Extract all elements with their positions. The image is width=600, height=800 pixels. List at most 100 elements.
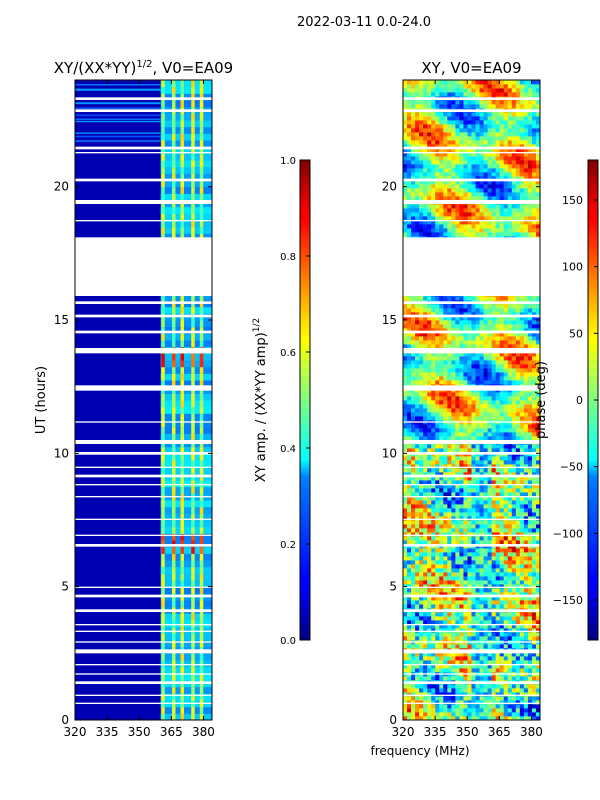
flagged-gap xyxy=(75,152,212,154)
phase-cell xyxy=(447,316,452,321)
phase-cell xyxy=(507,364,513,369)
phase-cell xyxy=(435,424,440,429)
phase-cell xyxy=(451,712,456,717)
amplitude-channel-cell xyxy=(191,446,195,454)
phase-cell xyxy=(483,708,489,713)
amplitude-channel-cell xyxy=(180,560,185,568)
amplitude-band-cell xyxy=(160,340,212,348)
phase-cell xyxy=(455,684,460,689)
phase-cell xyxy=(451,216,456,221)
phase-cell xyxy=(503,552,509,557)
phase-cell xyxy=(479,708,484,713)
phase-cell xyxy=(443,664,448,669)
phase-cell xyxy=(439,448,444,453)
phase-cell xyxy=(439,412,444,417)
phase-cell xyxy=(527,328,533,333)
phase-cell xyxy=(459,436,464,441)
phase-cell xyxy=(431,596,436,601)
phase-cell xyxy=(431,356,436,361)
amplitude-channel-cell xyxy=(161,400,165,408)
phase-cell xyxy=(503,436,509,441)
phase-cell xyxy=(423,660,428,665)
y-tick-label: 20 xyxy=(54,180,69,194)
phase-cell xyxy=(523,504,529,509)
phase-cell xyxy=(507,380,513,385)
phase-cell xyxy=(463,308,468,313)
phase-cell xyxy=(499,528,505,533)
phase-cell xyxy=(475,212,480,217)
phase-cell xyxy=(451,604,456,609)
phase-cell xyxy=(523,696,529,701)
phase-cell xyxy=(467,472,472,477)
phase-cell xyxy=(451,524,456,529)
phase-cell xyxy=(523,340,529,345)
phase-cell xyxy=(491,448,497,453)
phase-cell xyxy=(495,228,501,233)
phase-cell xyxy=(427,620,432,625)
phase-cell xyxy=(407,364,412,369)
phase-cell xyxy=(439,704,444,709)
phase-cell xyxy=(423,332,428,337)
phase-cell xyxy=(459,308,464,313)
phase-cell xyxy=(419,232,424,237)
phase-cell xyxy=(467,500,472,505)
phase-cell xyxy=(403,572,408,577)
phase-cell xyxy=(535,332,540,337)
phase-cell xyxy=(491,304,497,309)
amplitude-channel-cell xyxy=(180,686,185,694)
phase-cell xyxy=(427,416,432,421)
phase-cell xyxy=(423,568,428,573)
amplitude-channel-cell xyxy=(199,406,204,414)
phase-cell xyxy=(419,660,424,665)
phase-cell xyxy=(427,528,432,533)
phase-cell xyxy=(403,360,408,365)
phase-cell xyxy=(527,344,533,349)
phase-cell xyxy=(519,576,525,581)
phase-cell xyxy=(463,592,468,597)
phase-cell xyxy=(479,408,484,413)
phase-cell xyxy=(531,548,537,553)
amplitude-channel-cell xyxy=(161,560,165,568)
phase-cell xyxy=(447,488,452,493)
phase-cell xyxy=(507,684,513,689)
phase-cell xyxy=(495,304,501,309)
amplitude-channel-cell xyxy=(199,600,204,608)
phase-cell xyxy=(423,356,428,361)
amplitude-channel-cell xyxy=(191,113,195,121)
phase-cell xyxy=(467,228,472,233)
phase-cell xyxy=(423,584,428,589)
amplitude-channel-cell xyxy=(199,713,204,720)
phase-cell xyxy=(515,656,521,661)
phase-cell xyxy=(499,448,505,453)
phase-cell xyxy=(483,468,489,473)
amplitude-band-cell xyxy=(160,120,212,128)
phase-cell xyxy=(471,460,476,465)
phase-cell xyxy=(467,548,472,553)
amplitude-channel-cell xyxy=(171,193,176,201)
phase-cell xyxy=(511,632,517,637)
phase-cell xyxy=(403,372,408,377)
phase-cell xyxy=(415,592,420,597)
phase-cell xyxy=(467,520,472,525)
phase-cell xyxy=(407,304,412,309)
phase-cell xyxy=(419,332,424,337)
phase-cell xyxy=(467,356,472,361)
phase-cell xyxy=(459,564,464,569)
phase-cell xyxy=(451,496,456,501)
phase-cell xyxy=(475,708,480,713)
amplitude-channel-cell xyxy=(180,660,185,668)
phase-cell xyxy=(455,352,460,357)
phase-cell xyxy=(519,316,525,321)
phase-cell xyxy=(515,476,521,481)
amplitude-band-cell xyxy=(160,140,212,148)
phase-cell xyxy=(475,700,480,705)
phase-cell xyxy=(531,224,537,229)
phase-cell xyxy=(403,416,408,421)
phase-cell xyxy=(403,404,408,409)
phase-cell xyxy=(507,512,513,517)
phase-cell xyxy=(467,232,472,237)
phase-cell xyxy=(415,448,420,453)
phase-cell xyxy=(427,572,432,577)
phase-cell xyxy=(423,232,428,237)
phase-cell xyxy=(439,464,444,469)
